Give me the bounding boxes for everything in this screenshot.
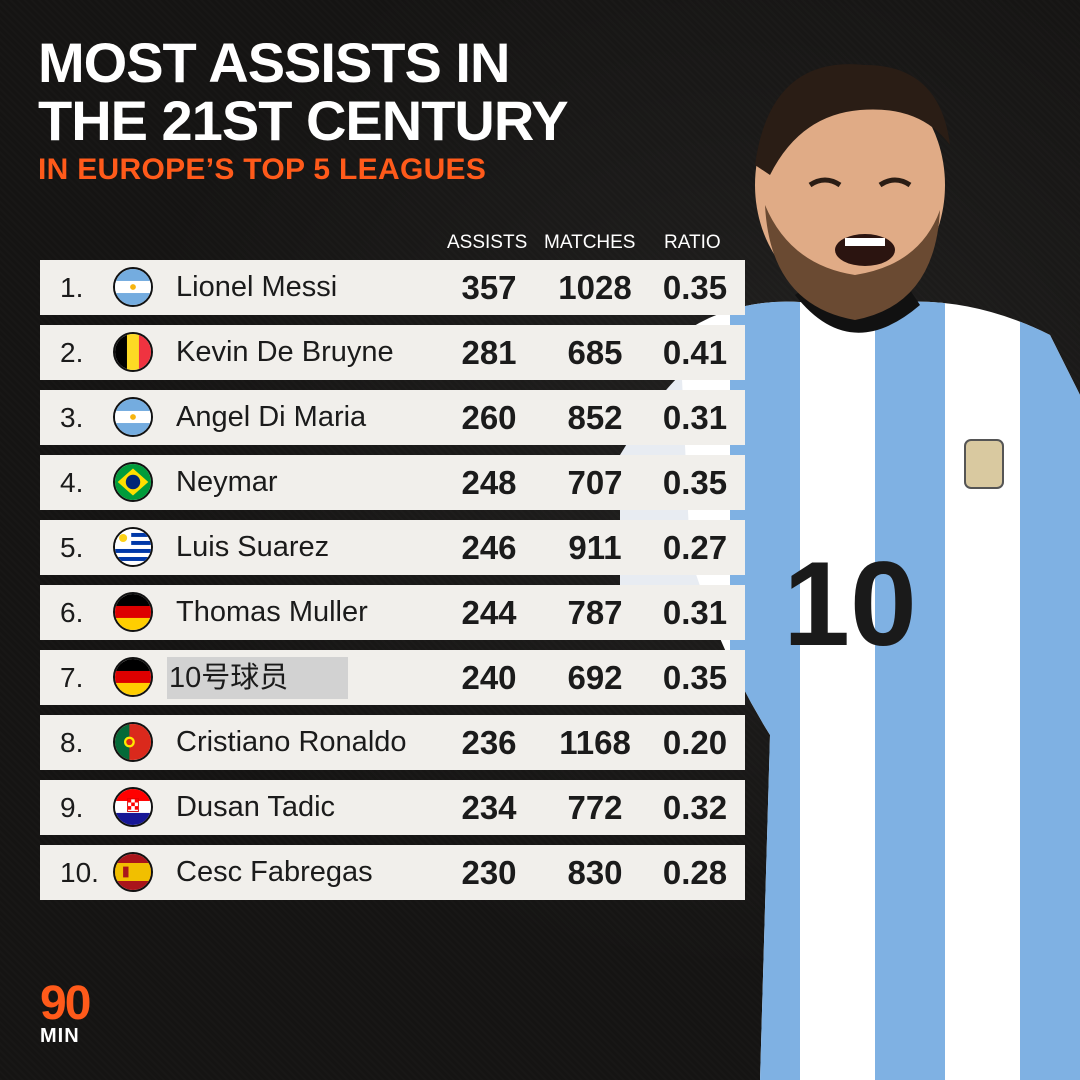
spain-flag-icon [113,852,153,892]
assists-value: 357 [461,269,517,306]
logo-number: 90 [40,977,91,1030]
matches-value: 772 [567,789,623,826]
ratio-value: 0.35 [662,659,728,696]
argentina-flag-icon [113,397,153,437]
player-name: 10号球员 [167,657,349,699]
rank: 9. [60,792,84,823]
assists-table: 1. Lionel Messi 357 1028 0.35 2. Kevin De Bruy… [40,260,745,910]
matches-value: 685 [567,334,623,371]
rank: 3. [60,402,84,433]
table-row: 7. 10号球员 240 692 0.35 [40,650,745,705]
assists-value: 230 [461,854,517,891]
rank: 1. [60,272,84,303]
germany-flag-icon [113,592,153,632]
rank: 2. [60,337,84,368]
title-line-2: THE 21ST CENTURY [38,89,569,152]
matches-value: 1028 [558,269,632,306]
germany-flag-icon [113,657,153,697]
croatia-flag-icon [113,787,153,827]
matches-value: 707 [567,464,623,501]
player-name: Cristiano Ronaldo [176,726,407,758]
ratio-value: 0.35 [662,464,728,501]
table-row: 9. Dusan Tadic 234 772 0.32 [40,780,745,835]
matches-value: 787 [567,594,623,631]
player-name: Lionel Messi [176,271,338,303]
ratio-value: 0.31 [662,399,728,436]
belgium-flag-icon [113,332,153,372]
matches-value: 1168 [559,724,631,761]
assists-value: 234 [461,789,517,826]
uruguay-flag-icon [113,527,153,567]
ratio-value: 0.28 [662,854,728,891]
matches-value: 692 [567,659,623,696]
assists-value: 244 [461,594,517,631]
assists-value: 236 [461,724,517,761]
page-title: MOST ASSISTS IN THE 21ST CENTURY [38,31,569,152]
ratio-value: 0.41 [662,334,728,371]
rank: 4. [60,467,84,498]
table-row: 5. Luis Suarez 246 911 0.27 [40,520,745,575]
matches-value: 852 [567,399,623,436]
90min-logo: 90 MIN [40,977,91,1047]
table-row: 2. Kevin De Bruyne 281 685 0.41 [40,325,745,380]
table-row: 4. Neymar 248 707 0.35 [40,455,745,510]
logo-text: MIN [40,1025,80,1047]
ratio-value: 0.32 [662,789,728,826]
rank: 10. [60,857,99,888]
ratio-value: 0.27 [662,529,728,566]
table-row: 3. Angel Di Maria 260 852 0.31 [40,390,745,445]
table-row: 8. Cristiano Ronaldo 236 1168 0.20 [40,715,745,770]
assists-value: 240 [461,659,517,696]
subtitle: IN EUROPE’S TOP 5 LEAGUES [38,153,487,186]
matches-value: 830 [567,854,623,891]
player-name: Dusan Tadic [176,791,336,823]
player-name: Kevin De Bruyne [176,336,394,368]
argentina-flag-icon [113,267,153,307]
column-header-ratio: RATIO [664,232,721,253]
player-name: Luis Suarez [176,531,330,563]
player-name: Neymar [176,466,278,498]
ratio-value: 0.20 [662,724,728,761]
rank: 5. [60,532,84,563]
table-row: 1. Lionel Messi 357 1028 0.35 [40,260,745,315]
portugal-flag-icon [113,722,153,762]
rank: 8. [60,727,84,758]
assists-value: 246 [461,529,517,566]
table-row: 6. Thomas Muller 244 787 0.31 [40,585,745,640]
player-photo: 10 [620,64,1080,1080]
column-header-matches: MATCHES [544,232,636,253]
ratio-value: 0.35 [662,269,728,306]
column-header-assists: ASSISTS [447,232,528,253]
brazil-flag-icon [113,462,153,502]
ratio-value: 0.31 [662,594,728,631]
matches-value: 911 [568,529,622,566]
player-name: Angel Di Maria [176,401,367,433]
table-row: 10. Cesc Fabregas 230 830 0.28 [40,845,745,900]
title-line-1: MOST ASSISTS IN [38,31,510,94]
player-name: Thomas Muller [176,596,368,628]
rank: 7. [60,662,84,693]
player-name: Cesc Fabregas [176,856,373,888]
assists-value: 248 [461,464,517,501]
rank: 6. [60,597,84,628]
assists-value: 281 [461,334,517,371]
shirt-number: 10 [783,537,916,671]
assists-value: 260 [461,399,517,436]
